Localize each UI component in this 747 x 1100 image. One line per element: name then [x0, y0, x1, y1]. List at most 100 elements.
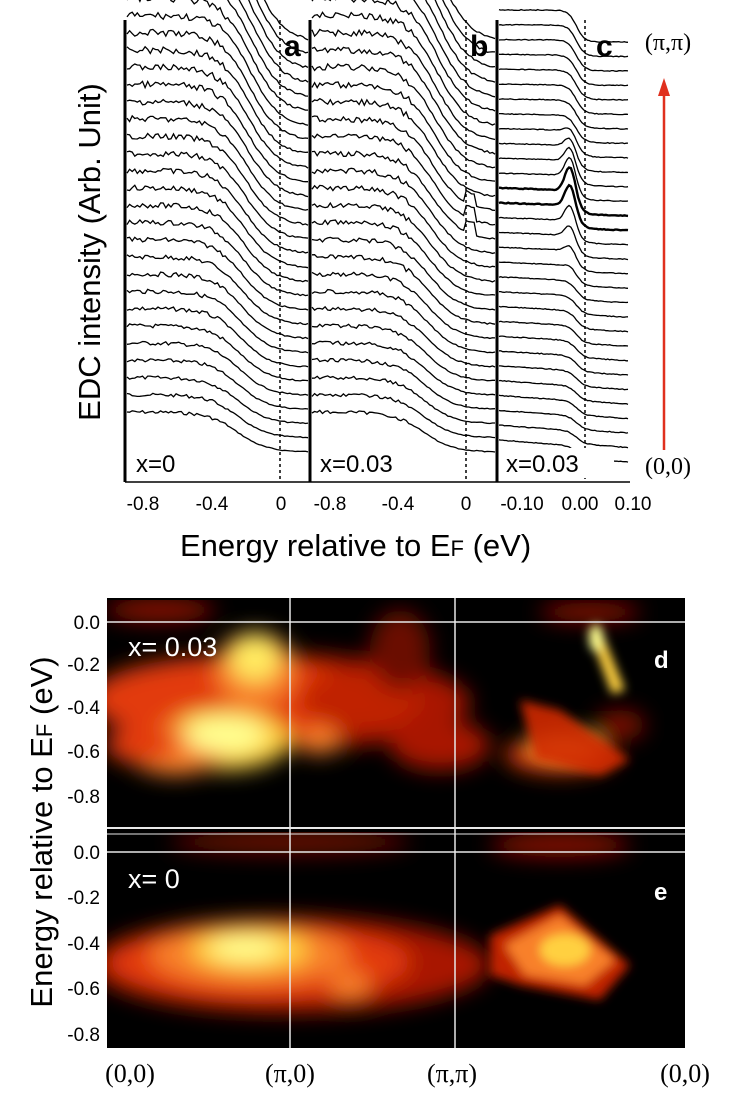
edc-curve-a-25 [126, 0, 308, 111]
edc-curve-c-8 [498, 335, 628, 362]
edc-curve-b-8 [311, 288, 496, 354]
edc-curve-a-13 [126, 202, 309, 283]
edc-curve-b-30 [450, 0, 496, 40]
edc-curve-a-5 [126, 340, 309, 396]
edc-curve-a-26 [227, 0, 309, 97]
edc-curve-b-3 [311, 375, 495, 425]
tick-c-3: 0.10 [615, 494, 652, 515]
edc-curve-b-27 [425, 0, 496, 83]
annotation-a: x=0 [136, 451, 175, 478]
edc-curve-c-6 [499, 365, 629, 391]
edc-curve-a-11 [126, 236, 309, 311]
edc-curve-a-12 [126, 219, 309, 297]
heatmap-y-axis-label: Energy relative to EF (eV) [24, 656, 59, 1007]
edc-curve-b-6 [311, 323, 495, 382]
edc-curve-a-24 [126, 11, 309, 126]
annotation-b: x=0.03 [320, 451, 393, 478]
tick-c-1: -0.10 [500, 494, 543, 515]
ytick-e-4: -0.8 [67, 1025, 100, 1046]
tick-c-2: 0.00 [562, 494, 599, 515]
edc-curve-c-28 [498, 38, 629, 72]
edc-curve-a-7 [126, 306, 309, 368]
edc-curve-c-5 [498, 379, 629, 406]
ytick-d-0: 0.0 [74, 613, 100, 634]
edc-curve-a-27 [238, 0, 309, 83]
edc-curve-a-2 [126, 392, 309, 439]
ytick-d-3: -0.6 [67, 742, 100, 763]
edc-curve-c-30 [498, 8, 629, 43]
edc-curve-b-14 [311, 184, 496, 268]
edc-curve-b-1 [311, 409, 496, 453]
edc-curve-c-13 [498, 261, 629, 289]
edc-curve-c-11 [499, 290, 629, 318]
tick-a-3: 0 [276, 494, 287, 515]
edc-curve-a-22 [126, 45, 309, 154]
edc-curve-c-20 [498, 146, 629, 188]
edc-curve-b-7 [311, 305, 496, 368]
edc-curve-b-22 [311, 46, 496, 155]
edc-curve-a-29 [256, 0, 309, 54]
edc-curve-a-6 [126, 323, 309, 382]
edc-curve-b-4 [311, 357, 496, 410]
panel-label-d: d [654, 647, 669, 674]
edc-curve-c-24 [498, 98, 629, 130]
edc-curve-c-14 [498, 245, 629, 275]
ytick-e-1: -0.2 [67, 888, 100, 909]
edc-curves-group [126, 0, 629, 463]
edc-curve-a-20 [126, 79, 308, 183]
annotation-bg-a [132, 448, 222, 478]
edc-curve-c-22 [498, 127, 629, 159]
ytick-e-0: 0.0 [74, 843, 100, 864]
edc-curve-c-10 [498, 305, 629, 333]
edc-curve-b-11 [311, 236, 496, 311]
panel-label-e: e [654, 879, 667, 906]
edc-curve-a-30 [263, 0, 309, 41]
tick-b-1: -0.8 [314, 494, 347, 515]
edc-curve-a-10 [126, 254, 309, 326]
edc-curve-a-18 [126, 114, 309, 211]
edc-y-axis-label: EDC intensity (Arb. Unit) [72, 83, 107, 421]
edc-curve-a-14 [126, 184, 309, 269]
momentum-arrow-head [658, 78, 670, 96]
edc-curve-a-23 [126, 28, 309, 140]
edc-curve-c-4 [498, 394, 629, 420]
edc-curve-b-13 [311, 201, 496, 283]
edc-curve-a-16 [126, 150, 309, 239]
ytick-d-4: -0.8 [67, 787, 100, 808]
annotation-d: x= 0.03 [128, 632, 217, 662]
panel-label-b: b [470, 30, 488, 63]
edc-curve-a-21 [126, 63, 309, 169]
edc-curve-c-18 [498, 166, 629, 218]
edc-curve-a-9 [126, 271, 309, 340]
xtick-2: (π,π) [427, 1059, 477, 1088]
edc-curve-c-17 [498, 183, 629, 232]
edc-curve-b-21 [311, 62, 496, 169]
edc-curve-b-24 [311, 11, 496, 126]
edc-curve-a-3 [126, 375, 309, 425]
edc-curve-c-15 [498, 225, 629, 261]
edc-curve-c-7 [499, 350, 629, 376]
edc-curve-b-5 [311, 340, 496, 396]
heatmap-panel-e [107, 832, 630, 1013]
edc-curve-c-19 [498, 156, 629, 202]
annotation-e: x= 0 [128, 864, 180, 894]
panel-label-c: c [596, 30, 613, 63]
edc-curve-c-3 [498, 409, 629, 434]
edc-curve-a-8 [126, 288, 309, 354]
panel-label-a: a [284, 30, 301, 63]
edc-curve-c-25 [499, 83, 629, 116]
edc-curve-b-10 [311, 254, 496, 325]
edc-curve-c-9 [498, 320, 629, 347]
edc-curve-c-23 [499, 112, 629, 145]
edc-curve-a-4 [126, 358, 309, 410]
edc-curve-a-28 [248, 0, 309, 68]
edc-frame [125, 20, 630, 482]
edc-curve-c-29 [498, 23, 629, 58]
tick-b-2: -0.4 [382, 494, 415, 515]
xtick-1: (π,0) [265, 1059, 315, 1088]
tick-b-3: 0 [461, 494, 472, 515]
xtick-0: (0,0) [105, 1059, 155, 1088]
annotation-bg-c [502, 448, 614, 478]
edc-curve-b-25 [311, 0, 496, 112]
edc-curve-b-15 [311, 167, 496, 255]
